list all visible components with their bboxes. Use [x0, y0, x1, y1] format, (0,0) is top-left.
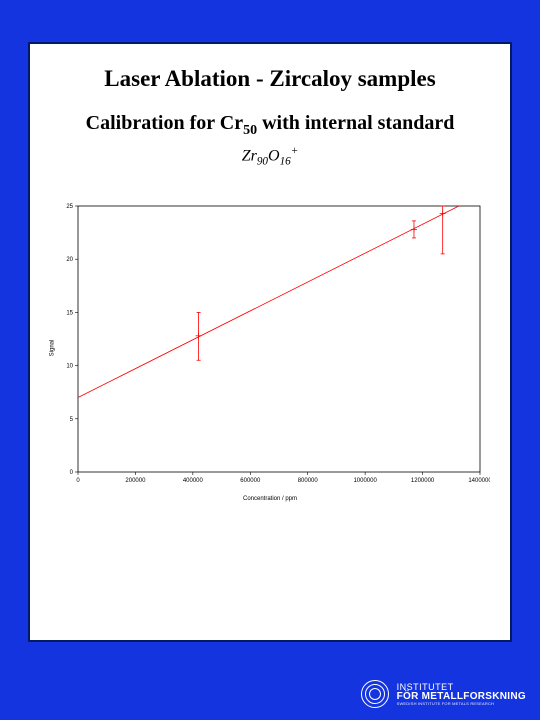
- svg-text:5: 5: [70, 416, 74, 422]
- subtitle-pre: Calibration for Cr: [86, 112, 243, 134]
- slide-title: Laser Ablation - Zircaloy samples: [40, 66, 500, 92]
- svg-text:600000: 600000: [240, 478, 261, 484]
- svg-text:20: 20: [66, 257, 73, 263]
- institute-text: INSTITUTET FÖR METALLFORSKNING SWEDISH I…: [397, 683, 526, 706]
- chart-svg: 0 5 10 15 20 25 0 200000 400000 600000 800000 10000…: [50, 198, 490, 498]
- formula-sub-a: 90: [257, 156, 268, 168]
- internal-standard-formula: Zr90O16+: [40, 145, 500, 168]
- svg-text:10: 10: [66, 363, 73, 369]
- svg-text:15: 15: [66, 310, 73, 316]
- content-panel: Laser Ablation - Zircaloy samples Calibr…: [28, 42, 512, 642]
- svg-text:1000000: 1000000: [353, 478, 377, 484]
- chart-ylabel: Signal: [49, 339, 55, 356]
- svg-text:400000: 400000: [183, 478, 204, 484]
- institute-footer: INSTITUTET FÖR METALLFORSKNING SWEDISH I…: [361, 680, 526, 708]
- formula-sup: +: [291, 145, 299, 157]
- formula-sub-b: 16: [280, 156, 291, 168]
- subtitle-sub: 50: [243, 123, 257, 138]
- institute-line2: FÖR METALLFORSKNING: [397, 692, 526, 702]
- formula-el-b: O: [268, 147, 280, 164]
- svg-text:1400000: 1400000: [468, 478, 490, 484]
- subtitle-post: with internal standard: [257, 112, 454, 134]
- calibration-chart: 0 5 10 15 20 25 0 200000 400000 600000 800000 10000…: [50, 198, 490, 498]
- svg-text:1200000: 1200000: [411, 478, 435, 484]
- svg-text:0: 0: [70, 470, 74, 476]
- svg-text:25: 25: [66, 204, 73, 210]
- slide-page: Laser Ablation - Zircaloy samples Calibr…: [0, 0, 540, 720]
- slide-subtitle: Calibration for Cr50 with internal stand…: [40, 112, 500, 139]
- svg-text:200000: 200000: [125, 478, 146, 484]
- institute-line3: SWEDISH INSTITUTE FOR METALS RESEARCH: [397, 702, 526, 706]
- svg-text:800000: 800000: [298, 478, 319, 484]
- svg-text:0: 0: [76, 478, 80, 484]
- formula-el-a: Zr: [242, 147, 257, 164]
- chart-xlabel: Concentration / ppm: [243, 496, 297, 502]
- institute-logo-icon: [361, 680, 389, 708]
